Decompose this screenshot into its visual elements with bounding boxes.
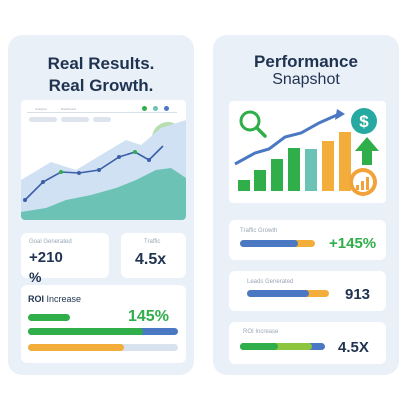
- status-dot-teal: [153, 106, 158, 111]
- trend-point: [117, 155, 121, 159]
- trend-point: [97, 168, 101, 172]
- roi-value: 145%: [128, 308, 169, 325]
- metric-card-traffic-growth[interactable]: Traffic Growth +145%: [229, 220, 386, 260]
- dashboard-tab-2[interactable]: Dashboard: [61, 107, 76, 111]
- stat-value-wrap: %: [29, 269, 42, 285]
- right-headline-line1: Performance: [254, 52, 358, 71]
- snapshot-bar: [271, 159, 283, 191]
- svg-text:$: $: [359, 112, 369, 131]
- trend-point: [77, 171, 81, 175]
- stat-label: Goal Generated: [29, 239, 72, 245]
- snapshot-bar: [339, 132, 351, 191]
- metric-value: 913: [345, 286, 371, 303]
- metric-label: Traffic Growth: [240, 228, 278, 234]
- snapshot-bar: [238, 180, 250, 191]
- filter-pill-3[interactable]: [93, 117, 111, 122]
- right-headline-line2: Snapshot: [272, 71, 340, 88]
- magnifier-icon: [239, 110, 267, 138]
- dashboard-tab-1[interactable]: Analytics: [35, 107, 48, 111]
- snapshot-bar: [254, 170, 266, 191]
- roi-label: ROI Increase: [28, 294, 81, 304]
- snapshot-bar: [322, 141, 334, 191]
- metric-value: +145%: [329, 235, 377, 252]
- snapshot-bar: [288, 148, 300, 191]
- metric-label: ROI Increase: [243, 329, 279, 335]
- left-headline-line2: Real Growth.: [48, 76, 154, 95]
- trend-point: [59, 170, 63, 174]
- stat-card-traffic[interactable]: Traffic 4.5x: [121, 233, 186, 278]
- growth-area-chart: [21, 120, 186, 220]
- roi-bar-green-long: [28, 328, 143, 335]
- trend-arrow-line: [234, 113, 338, 166]
- filter-pill-1[interactable]: [29, 117, 57, 122]
- metric-bar-fill-green: [240, 343, 278, 350]
- trend-arrowhead-icon: [335, 109, 345, 120]
- stat-value: 4.5x: [135, 251, 167, 268]
- roi-label-rest: Increase: [44, 294, 82, 304]
- metric-value: 4.5X: [338, 339, 369, 356]
- metric-bar-fill: [240, 240, 298, 247]
- area-teal: [21, 168, 186, 220]
- up-arrow-icon: [355, 137, 379, 165]
- trend-point: [147, 158, 151, 162]
- metric-bar-fill: [247, 290, 309, 297]
- dashboard-card: Analytics Dashboard: [21, 100, 186, 220]
- mini-chart-badge-icon: [349, 168, 377, 196]
- trend-point: [41, 180, 45, 184]
- snapshot-bar-chart: $: [234, 108, 379, 196]
- filter-pill-2[interactable]: [61, 117, 89, 122]
- roi-label-bold: ROI: [28, 294, 45, 304]
- left-panel: Real Results. Real Growth. Analytics Das…: [8, 35, 194, 375]
- right-panel: Performance Snapshot $: [213, 35, 399, 375]
- metric-label: Leads Generated: [247, 279, 294, 285]
- stat-card-goal[interactable]: Goal Generated +210 %: [21, 233, 109, 285]
- status-dot-blue: [164, 106, 169, 111]
- trend-point: [133, 150, 137, 154]
- trend-point: [23, 198, 27, 202]
- left-headline-line1: Real Results.: [47, 54, 155, 73]
- snapshot-illustration-card: $: [229, 101, 386, 203]
- snapshot-bar: [305, 149, 317, 191]
- stat-value: +210: [29, 249, 63, 266]
- dollar-coin-icon: $: [351, 108, 377, 134]
- metric-card-leads[interactable]: Leads Generated 913: [229, 271, 386, 311]
- roi-bar-orange: [28, 344, 124, 351]
- roi-card[interactable]: ROI Increase 145%: [21, 285, 186, 363]
- stat-label: Traffic: [144, 239, 161, 245]
- dashboard-divider: [27, 112, 177, 113]
- metric-card-roi[interactable]: ROI Increase 4.5X: [229, 322, 386, 364]
- roi-bar-green-short: [28, 314, 70, 321]
- status-dot-green: [142, 106, 147, 111]
